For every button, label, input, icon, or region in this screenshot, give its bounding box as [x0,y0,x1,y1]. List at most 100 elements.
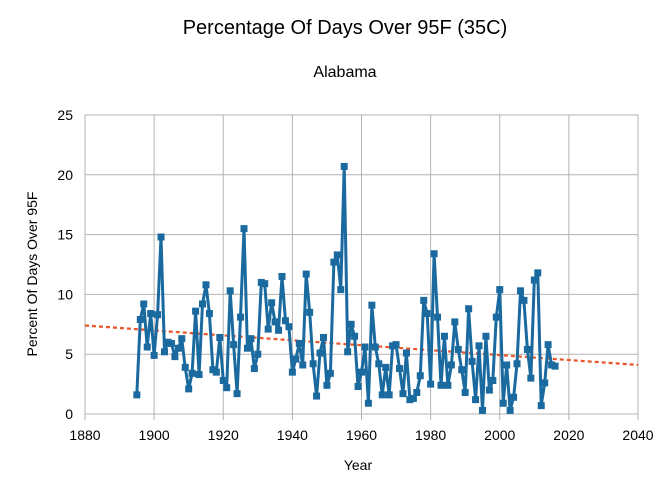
data-point [358,368,365,376]
data-point [361,343,369,351]
x-tick-label: 2040 [622,427,653,443]
data-point [344,348,352,356]
data-point [413,388,421,396]
data-point [420,296,428,304]
data-point [530,276,538,284]
data-point [485,386,493,394]
data-point [268,299,276,307]
data-point [385,391,393,399]
data-point [250,365,258,373]
data-point [199,300,207,308]
data-point [506,406,514,414]
data-point [292,355,300,363]
data-point [444,381,452,389]
data-point [278,272,286,280]
data-point [295,339,303,347]
data-point [299,361,307,369]
chart-title: Percentage Of Days Over 95F (35C) [183,17,508,39]
data-point [375,360,383,368]
data-point [306,308,314,316]
data-point [340,162,348,170]
data-point [392,341,400,349]
data-point [323,381,331,389]
x-tick-label: 1920 [208,427,239,443]
data-point [489,377,497,385]
data-point [472,396,480,404]
data-point [140,300,148,308]
data-point [402,349,410,357]
data-point [202,281,210,289]
x-tick-label: 1980 [415,427,446,443]
data-point [427,380,435,388]
y-tick-label: 0 [65,406,73,422]
data-point [188,369,196,377]
data-point [371,343,379,351]
data-point [143,343,151,351]
data-point [396,365,404,373]
data-point [171,353,179,361]
data-point [157,233,165,241]
y-axis-label: Percent Of Days Over 95F [24,192,40,357]
data-point [416,372,424,380]
data-point [475,342,483,350]
data-point [368,301,376,309]
data-point [423,310,431,318]
data-point [434,313,442,321]
data-point [527,374,535,382]
y-tick-label: 25 [57,107,73,123]
data-point [337,286,345,294]
data-point [219,377,227,385]
y-tick-label: 15 [57,227,73,243]
series-line [135,164,556,412]
data-point [275,326,283,334]
x-axis-label: Year [344,457,373,473]
data-point [354,382,362,390]
data-point [230,341,238,349]
x-tick-label: 1880 [69,427,100,443]
data-point [326,369,334,377]
data-point [181,363,189,371]
y-tick-label: 10 [57,286,73,302]
data-point [451,318,459,326]
data-point [237,313,245,321]
data-point [440,332,448,340]
data-point [174,344,182,352]
data-point [240,225,248,233]
data-point [271,318,279,326]
data-point [503,361,511,369]
data-point [541,379,549,387]
data-point [136,316,144,324]
axis-layer [84,114,639,420]
data-point [378,391,386,399]
data-point [330,258,338,266]
data-point [195,371,203,379]
data-point [185,385,193,393]
data-point [243,344,251,352]
data-point [510,393,518,401]
data-point [233,390,241,398]
data-point [534,269,542,277]
data-point [178,335,186,343]
data-point [288,368,296,376]
data-point [223,384,231,392]
data-point [154,311,162,319]
data-point [316,349,324,357]
data-point [302,270,310,278]
data-point [465,305,473,313]
data-point [447,361,455,369]
data-point [492,313,500,321]
data-point [468,357,476,365]
x-tick-label: 1940 [277,427,308,443]
data-point [437,381,445,389]
series-layer [133,162,559,414]
data-point [458,366,466,374]
data-point [499,399,507,407]
data-point [212,368,220,376]
data-point [399,390,407,398]
data-point [281,317,289,325]
data-point [285,323,293,331]
y-tick-label: 5 [65,346,73,362]
data-point [254,350,262,358]
